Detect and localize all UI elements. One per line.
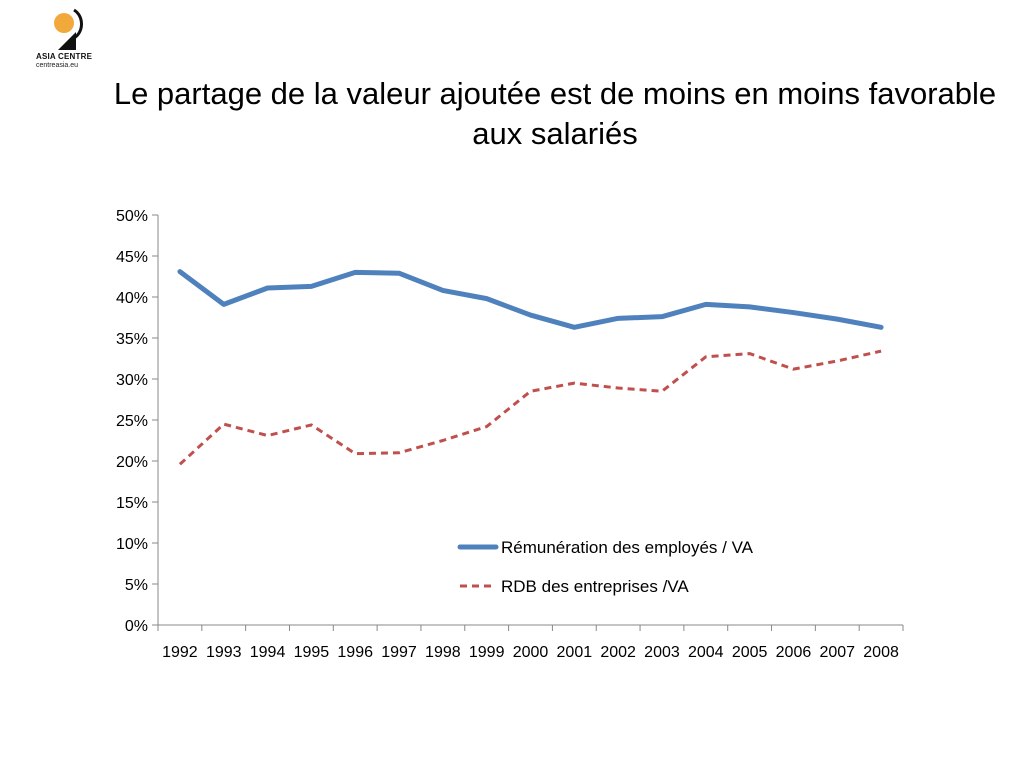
y-tick-label: 0%: [125, 618, 148, 635]
series-layer: [177, 269, 884, 466]
y-tick-label: 35%: [116, 331, 148, 348]
y-tick-label: 15%: [116, 495, 148, 512]
y-tick-label: 20%: [116, 454, 148, 471]
x-tick-label: 2006: [776, 644, 812, 661]
x-tick-label: 1997: [381, 644, 417, 661]
y-tick-label: 45%: [116, 249, 148, 266]
x-tick-label: 1998: [425, 644, 461, 661]
x-tick-label: 1992: [162, 644, 198, 661]
x-tick-label: 2004: [688, 644, 724, 661]
x-tick-label: 2008: [863, 644, 899, 661]
y-tick-label: 50%: [116, 208, 148, 225]
series-line-1: [177, 269, 884, 330]
x-axis: 1992 1993 1994 1995 1996 1997 1998 1999 2000 2001…: [157, 624, 904, 661]
legend: Rémunération des employés / VA RDB des en…: [457, 538, 754, 596]
x-tick-label: 1994: [250, 644, 286, 661]
logo-text: ASIA CENTRE centreasia.eu: [36, 52, 92, 70]
x-tick-label: 1999: [469, 644, 505, 661]
chart-title: Le partage de la valeur ajoutée est de m…: [113, 76, 997, 151]
x-tick-label: 2007: [819, 644, 855, 661]
x-tick-label: 1996: [337, 644, 373, 661]
x-tick-label: 2002: [600, 644, 636, 661]
series-line-2: [178, 349, 882, 466]
x-tick-label: 2003: [644, 644, 680, 661]
legend-label-1: Rémunération des employés / VA: [501, 538, 754, 557]
x-tick-label: 2001: [557, 644, 593, 661]
x-tick-label: 2000: [513, 644, 549, 661]
logo-triangle-icon: [58, 32, 76, 50]
y-tick-label: 10%: [116, 536, 148, 553]
x-tick-label: 1993: [206, 644, 242, 661]
y-tick-label: 30%: [116, 372, 148, 389]
y-axis: 0% 5% 10% 15% 20% 25% 30% 35% 40% 45% 50%: [116, 208, 159, 635]
logo-arc-icon: [73, 8, 83, 40]
asia-centre-logo: [54, 8, 83, 50]
y-tick-label: 25%: [116, 413, 148, 430]
y-tick-label: 5%: [125, 577, 148, 594]
x-tick-label: 2005: [732, 644, 768, 661]
legend-label-2: RDB des entreprises /VA: [501, 577, 689, 596]
logo-name: ASIA CENTRE: [36, 52, 93, 61]
logo-sun-icon: [54, 13, 74, 33]
y-tick-label: 40%: [116, 290, 148, 307]
x-tick-label: 1995: [294, 644, 330, 661]
logo-url: centreasia.eu: [36, 62, 79, 69]
